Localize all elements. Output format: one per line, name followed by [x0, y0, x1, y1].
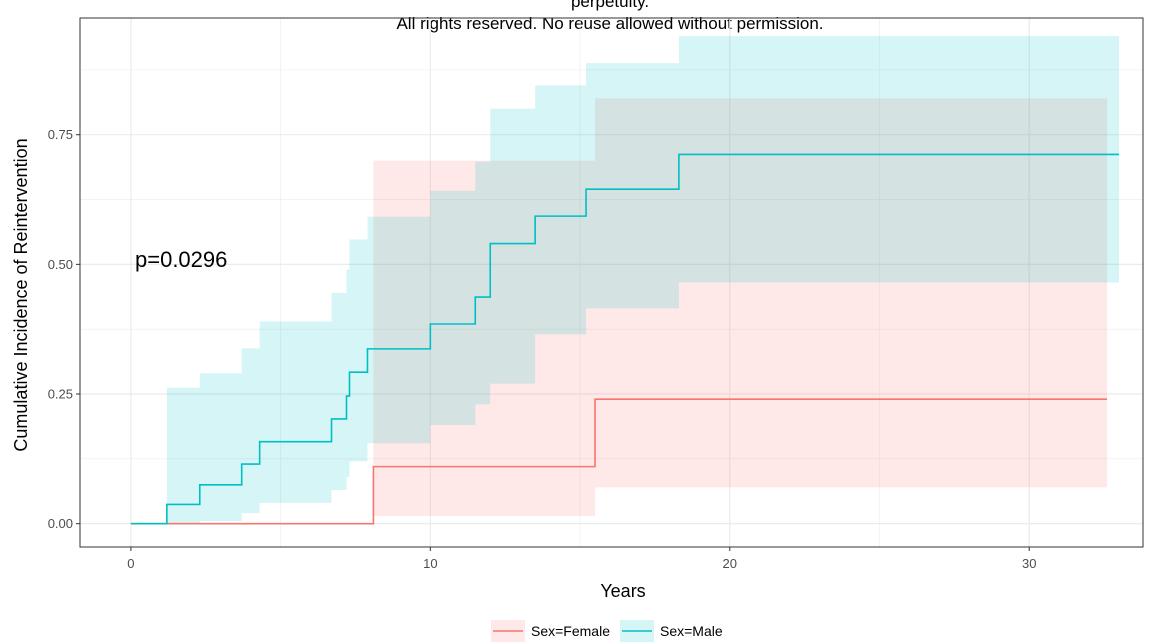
y-axis-title: Cumulative Incidence of Reintervention [11, 138, 31, 451]
y-tick-label: 0.50 [48, 257, 73, 272]
y-tick-label: 0.25 [48, 387, 73, 402]
legend: Sex=Female Sex=Male [491, 620, 723, 642]
x-axis-title: Years [600, 581, 645, 601]
axis-ticks: 0 10 20 30 0.00 0.25 0.50 0.75 [48, 127, 1037, 571]
x-tick-label: 0 [127, 556, 134, 571]
ci-band-sex-male [130, 36, 1120, 524]
x-tick-label: 30 [1022, 556, 1036, 571]
grid [80, 18, 1143, 547]
x-tick-label: 10 [423, 556, 437, 571]
legend-label-sex-male: Sex=Male [660, 623, 723, 639]
curve-sex-male [130, 153, 1120, 525]
curve-sex-female [130, 398, 1108, 525]
panel-border [79, 17, 1144, 548]
p-value-annotation: p=0.0296 [135, 247, 227, 272]
notice-line-2: All rights reserved. No reuse allowed wi… [396, 14, 823, 33]
y-tick-label: 0.75 [48, 127, 73, 142]
survival-curves [130, 153, 1120, 525]
y-tick-label: 0.00 [48, 516, 73, 531]
confidence-bands [130, 36, 1120, 524]
legend-label-sex-female: Sex=Female [531, 623, 610, 639]
x-tick-label: 20 [723, 556, 737, 571]
ci-band-sex-female [130, 98, 1108, 524]
notice-line-1: perpetuity. [571, 0, 649, 11]
